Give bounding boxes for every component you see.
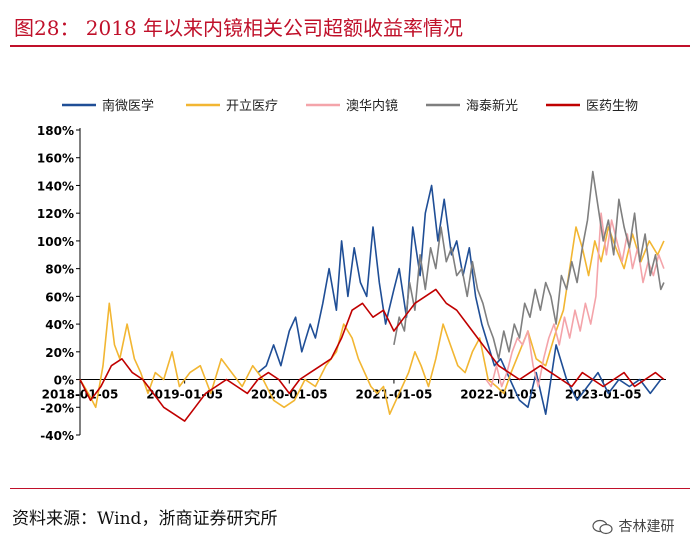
plot-area — [79, 170, 665, 422]
series-line-3 — [393, 170, 665, 360]
chart-legend: 南微医学 开立医疗 澳华内镜 海泰新光 医药生物 — [62, 98, 638, 114]
y-tick-label-2: 140% — [37, 179, 74, 193]
x-tick-label-1: 2019-01-05 — [146, 388, 223, 402]
series-line-0 — [257, 184, 662, 416]
watermark: 杏林建研 — [592, 516, 674, 536]
excess-return-chart: 南微医学 开立医疗 澳华内镜 海泰新光 医药生物 180% 160% 140% 120% 100… — [37, 98, 666, 443]
x-tick-label-2: 2020-01-05 — [251, 388, 328, 402]
y-tick-label-7: 40% — [45, 318, 74, 332]
series-line-1 — [79, 226, 665, 416]
y-axis: 180% 160% 140% 120% 100% 80% 60% 40% 20% 0% -20% -4… — [37, 124, 81, 443]
legend-label-1: 开立医疗 — [226, 99, 278, 114]
y-tick-label-3: 120% — [37, 207, 74, 221]
source-note: 资料来源：Wind，浙商证券研究所 — [12, 509, 278, 529]
legend-label-2: 澳华内镜 — [346, 98, 398, 114]
y-tick-label-8: 20% — [45, 346, 74, 360]
y-tick-label-11: -40% — [40, 429, 74, 443]
y-tick-label-5: 80% — [45, 263, 74, 277]
legend-label-3: 海泰新光 — [466, 98, 518, 114]
x-tick-label-4: 2022-01-05 — [460, 388, 537, 402]
y-tick-label-4: 100% — [37, 235, 74, 249]
series-line-2 — [485, 212, 665, 388]
x-tick-label-0: 2018-01-05 — [42, 388, 119, 402]
wechat-icon — [592, 519, 613, 535]
footer-divider — [10, 488, 690, 489]
series-line-4 — [79, 288, 665, 422]
x-tick-label-3: 2021-01-05 — [356, 388, 433, 402]
legend-label-4: 医药生物 — [586, 99, 638, 114]
watermark-text: 杏林建研 — [618, 519, 675, 535]
y-tick-label-10: -20% — [40, 401, 74, 415]
figure-title: 图28： 2018 年以来内镜相关公司超额收益率情况 — [14, 16, 464, 40]
title-divider — [10, 45, 690, 47]
y-tick-label-6: 60% — [45, 290, 74, 304]
y-tick-label-1: 160% — [37, 152, 74, 166]
y-tick-label-9: 0% — [54, 374, 74, 388]
legend-label-0: 南微医学 — [102, 98, 154, 114]
y-tick-label-0: 180% — [37, 124, 74, 138]
